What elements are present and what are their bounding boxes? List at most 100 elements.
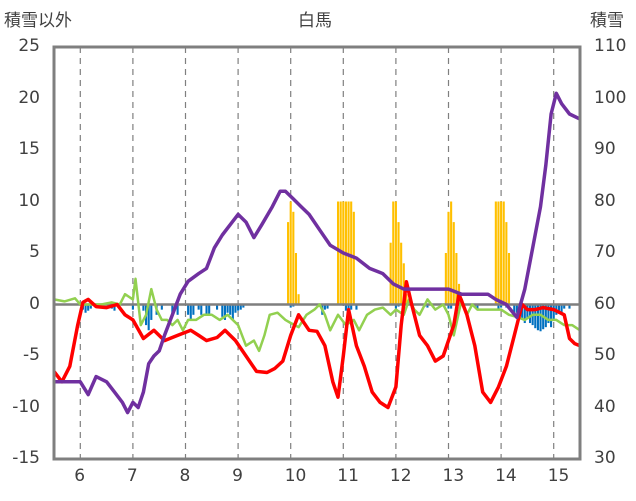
bar <box>502 201 505 305</box>
plot-frame <box>52 45 582 461</box>
bar <box>131 304 134 310</box>
x-tick-label: 9 <box>232 466 243 486</box>
bar <box>515 304 518 313</box>
left-axis-label: 積雪以外 <box>4 11 72 31</box>
bar <box>292 211 295 305</box>
bar <box>397 222 400 305</box>
bar <box>223 304 227 320</box>
x-tick-label: 14 <box>495 466 517 486</box>
y-tick-label-right: 100 <box>594 87 627 108</box>
bar <box>344 304 347 311</box>
bar <box>189 304 192 320</box>
bar <box>208 304 211 315</box>
series-lines <box>52 91 581 415</box>
bar <box>197 304 200 310</box>
bar <box>444 253 447 305</box>
bar <box>500 304 503 308</box>
bar <box>294 253 298 305</box>
bar <box>394 201 397 305</box>
y-tick-label-left: 25 <box>18 36 40 56</box>
bar <box>287 222 290 305</box>
bar <box>500 201 503 305</box>
bar <box>455 253 458 305</box>
bar <box>560 304 563 315</box>
bar <box>507 253 511 305</box>
series-line <box>53 277 581 353</box>
bar <box>447 211 450 305</box>
x-tick-label: 15 <box>547 466 570 486</box>
bar <box>350 201 353 305</box>
bar <box>521 304 524 320</box>
bar <box>160 304 163 310</box>
bar <box>289 201 292 305</box>
bar <box>323 304 326 310</box>
bar <box>523 304 526 324</box>
bar <box>239 304 242 310</box>
bar <box>557 304 561 311</box>
bar <box>426 304 429 308</box>
bar <box>528 304 532 324</box>
bar <box>200 304 203 315</box>
y-tick-label-right: 80 <box>594 190 616 211</box>
bar <box>552 304 555 320</box>
bar <box>497 201 500 305</box>
bar <box>326 304 329 309</box>
y-tick-label-left: -5 <box>23 345 40 365</box>
bar <box>187 304 190 315</box>
bar <box>229 304 232 315</box>
bar <box>231 304 234 320</box>
bar <box>497 304 500 310</box>
snowfall-bars <box>287 201 511 305</box>
y-tick-label-left: 15 <box>18 139 40 159</box>
bar <box>336 201 340 305</box>
bar <box>450 304 453 309</box>
bar <box>221 304 224 317</box>
y-tick-label-left: -10 <box>12 396 40 417</box>
bar <box>450 201 453 305</box>
bar <box>568 304 571 309</box>
bar <box>234 304 237 313</box>
bar <box>513 304 516 315</box>
y-tick-label-right: 70 <box>594 242 616 262</box>
bar <box>347 201 350 305</box>
bar <box>394 304 397 309</box>
bar <box>494 201 497 305</box>
bar <box>534 304 537 329</box>
bar <box>405 294 408 305</box>
y-tick-label-left: 5 <box>29 242 40 262</box>
x-tick-label: 12 <box>389 466 412 486</box>
bar <box>452 222 455 305</box>
bar <box>447 304 450 309</box>
y-tick-label-right: 50 <box>594 345 616 365</box>
y-tick-label-right: 110 <box>594 36 627 56</box>
bar <box>150 304 153 320</box>
chart-title: 白馬 <box>298 11 332 31</box>
bar <box>113 304 116 311</box>
bar <box>550 304 553 328</box>
bar <box>216 304 219 310</box>
bar <box>242 304 245 308</box>
series-line <box>54 91 581 415</box>
bar <box>547 304 550 324</box>
y-tick-label-right: 90 <box>594 139 616 159</box>
bar <box>237 304 240 311</box>
bar <box>355 304 358 310</box>
series-line <box>52 280 581 410</box>
y-tick-label-left: -15 <box>12 448 40 468</box>
bar <box>476 304 479 310</box>
bar <box>226 304 229 313</box>
bar <box>505 222 508 305</box>
x-tick-label: 13 <box>442 466 465 486</box>
bar <box>402 263 405 305</box>
right-axis-label: 積雪 <box>590 11 624 31</box>
y-tick-label-left: 20 <box>18 87 40 108</box>
bar <box>526 304 529 319</box>
bar <box>176 304 179 315</box>
y-tick-label-right: 30 <box>594 448 616 468</box>
bar <box>89 304 92 309</box>
bar <box>392 201 395 305</box>
x-tick-label: 6 <box>74 466 86 486</box>
y-tick-label-right: 60 <box>594 293 616 314</box>
